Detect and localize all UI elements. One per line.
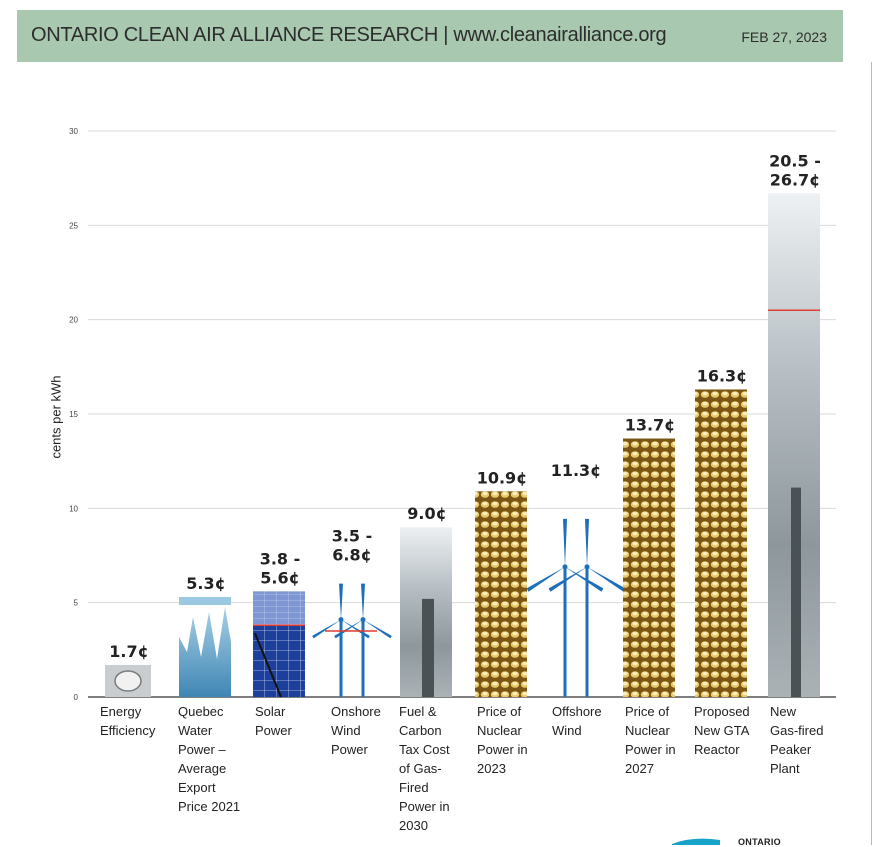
bar-6: [475, 491, 527, 697]
x-category-label-9: Proposed New GTA Reactor: [694, 704, 750, 757]
logo-swoosh-icon: [672, 838, 720, 845]
bar-5: [400, 527, 452, 697]
header-banner: ONTARIO CLEAN AIR ALLIANCE RESEARCH | ww…: [17, 10, 843, 62]
x-category-label-3: Solar Power: [255, 704, 292, 738]
light-bulb-icon: [114, 670, 142, 692]
value-label-5: 9.0¢: [407, 504, 446, 523]
x-category-label-10: New Gas-fired Peaker Plant: [770, 704, 824, 776]
bar-9: [695, 389, 747, 697]
x-category-label-4: Onshore Wind Power: [331, 704, 381, 757]
bar-2: [179, 597, 231, 697]
value-label-6: 10.9¢: [477, 468, 528, 487]
value-label-4: 3.5 -6.8¢: [332, 527, 373, 565]
x-category-label-8: Price of Nuclear Power in 2027: [625, 704, 676, 776]
smokestack-icon: [791, 487, 801, 697]
x-category-label-5: Fuel & Carbon Tax Cost of Gas- Fired Pow…: [399, 704, 450, 833]
page-edge-divider: [871, 62, 872, 845]
bar-4: [312, 583, 392, 697]
x-category-label-7: Offshore Wind: [552, 704, 602, 738]
x-category-label-2: Quebec Water Power – Average Export Pric…: [178, 704, 241, 814]
bar-fill: [475, 491, 527, 697]
value-label-3: 3.8 -5.6¢: [260, 549, 301, 587]
y-tick-label: 30: [69, 127, 78, 136]
bar-3: [253, 591, 305, 698]
wind-turbine-icon: [548, 518, 626, 697]
y-tick-label: 10: [69, 504, 78, 513]
value-label-7: 11.3¢: [551, 461, 602, 480]
bar-fill: [623, 438, 675, 697]
x-category-label-1: Energy Efficiency: [100, 704, 156, 738]
header-date: FEB 27, 2023: [741, 29, 827, 45]
value-label-10: 20.5 -26.7¢: [769, 151, 821, 189]
value-label-2: 5.3¢: [186, 574, 225, 593]
x-category-label-6: Price of Nuclear Power in 2023: [477, 704, 528, 776]
y-tick-label: 5: [74, 599, 79, 608]
wind-turbine-icon: [526, 518, 604, 697]
value-label-1: 1.7¢: [109, 642, 148, 661]
water-spray: [179, 597, 231, 642]
wind-turbine-icon: [334, 583, 392, 697]
value-label-9: 16.3¢: [697, 366, 748, 385]
wind-turbine-icon: [312, 583, 370, 697]
value-label-8: 13.7¢: [625, 416, 676, 435]
y-tick-label: 25: [69, 221, 78, 230]
bar-fill-lower: [253, 625, 305, 697]
bar-fill: [695, 389, 747, 697]
panel-frame: [254, 632, 282, 698]
y-tick-label: 15: [69, 410, 78, 419]
logo-text: ONTARIO: [738, 837, 781, 847]
bar-1: [105, 664, 151, 697]
bar-fill-upper: [253, 591, 305, 626]
bar-8: [623, 438, 675, 697]
bar-10: [768, 193, 820, 697]
waterfall-icon: [179, 607, 231, 697]
smokestack-icon: [422, 598, 434, 697]
bar-top: [179, 597, 231, 606]
header-title: ONTARIO CLEAN AIR ALLIANCE RESEARCH | ww…: [31, 24, 667, 46]
y-tick-label: 20: [69, 316, 78, 325]
bar-7: [526, 518, 626, 697]
y-tick-label: 0: [74, 693, 79, 702]
